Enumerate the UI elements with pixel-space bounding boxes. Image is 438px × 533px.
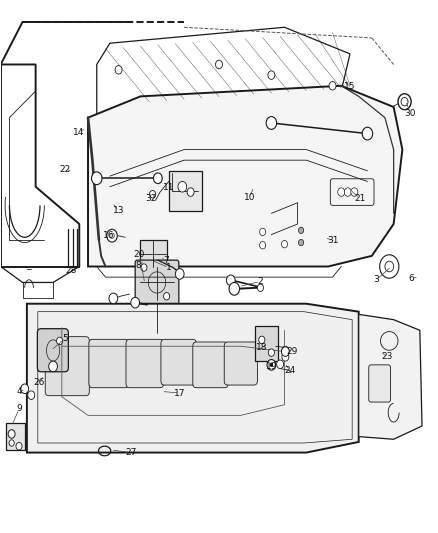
- Circle shape: [150, 190, 155, 198]
- FancyBboxPatch shape: [140, 240, 166, 268]
- Text: 24: 24: [284, 366, 295, 375]
- Text: 13: 13: [113, 206, 124, 215]
- FancyBboxPatch shape: [45, 337, 89, 395]
- Circle shape: [187, 188, 194, 196]
- FancyBboxPatch shape: [193, 342, 228, 387]
- Circle shape: [260, 228, 266, 236]
- Text: 6: 6: [408, 273, 414, 282]
- Text: 21: 21: [354, 194, 365, 203]
- FancyBboxPatch shape: [89, 340, 129, 387]
- FancyBboxPatch shape: [161, 340, 196, 385]
- Text: 32: 32: [146, 194, 157, 203]
- Text: 22: 22: [60, 165, 71, 174]
- Circle shape: [260, 241, 266, 249]
- Circle shape: [270, 363, 273, 367]
- Circle shape: [109, 293, 118, 304]
- FancyBboxPatch shape: [255, 326, 278, 361]
- Circle shape: [178, 181, 187, 192]
- Polygon shape: [27, 304, 359, 453]
- Text: 4: 4: [16, 387, 22, 396]
- Text: 19: 19: [265, 362, 277, 371]
- Text: 2: 2: [258, 277, 263, 286]
- Text: 18: 18: [256, 343, 268, 352]
- FancyBboxPatch shape: [369, 365, 391, 402]
- Circle shape: [380, 255, 399, 278]
- Circle shape: [344, 188, 351, 196]
- Text: 30: 30: [404, 109, 416, 118]
- FancyBboxPatch shape: [126, 340, 163, 387]
- Circle shape: [163, 293, 170, 300]
- Text: 23: 23: [381, 352, 393, 361]
- Circle shape: [21, 384, 28, 393]
- FancyBboxPatch shape: [330, 179, 374, 205]
- Circle shape: [338, 188, 345, 196]
- Circle shape: [57, 337, 63, 345]
- Circle shape: [9, 440, 14, 446]
- FancyBboxPatch shape: [169, 171, 201, 211]
- Text: 10: 10: [244, 193, 255, 202]
- Text: 26: 26: [33, 378, 45, 387]
- Circle shape: [175, 269, 184, 279]
- Text: 29: 29: [286, 347, 298, 356]
- FancyBboxPatch shape: [224, 342, 258, 385]
- Circle shape: [92, 172, 102, 184]
- Text: 1: 1: [166, 263, 172, 272]
- Polygon shape: [359, 314, 422, 439]
- Circle shape: [153, 173, 162, 183]
- Circle shape: [385, 261, 394, 272]
- Polygon shape: [88, 86, 403, 266]
- Circle shape: [298, 227, 304, 233]
- Circle shape: [266, 117, 277, 130]
- Text: 11: 11: [163, 183, 174, 192]
- Circle shape: [258, 284, 264, 292]
- Text: 28: 28: [66, 266, 77, 275]
- Circle shape: [115, 66, 122, 74]
- FancyBboxPatch shape: [37, 329, 68, 372]
- Circle shape: [351, 188, 358, 196]
- Circle shape: [401, 98, 408, 106]
- Circle shape: [268, 349, 275, 357]
- Circle shape: [282, 353, 289, 361]
- FancyBboxPatch shape: [6, 423, 25, 450]
- Text: 16: 16: [103, 231, 115, 240]
- Circle shape: [398, 94, 411, 110]
- Circle shape: [110, 233, 114, 238]
- Text: 9: 9: [16, 405, 22, 414]
- Text: 14: 14: [73, 128, 84, 137]
- Circle shape: [282, 347, 289, 357]
- Text: 27: 27: [125, 448, 137, 457]
- Circle shape: [329, 82, 336, 90]
- Circle shape: [282, 346, 289, 355]
- Circle shape: [282, 240, 288, 248]
- Circle shape: [215, 60, 223, 69]
- Text: 3: 3: [373, 275, 379, 284]
- Circle shape: [141, 264, 147, 271]
- Circle shape: [229, 282, 240, 295]
- Circle shape: [277, 360, 284, 368]
- Circle shape: [298, 239, 304, 246]
- Circle shape: [267, 360, 276, 370]
- Circle shape: [259, 336, 265, 344]
- Circle shape: [16, 442, 22, 450]
- Text: 31: 31: [328, 237, 339, 246]
- Text: 17: 17: [174, 389, 185, 398]
- Circle shape: [8, 430, 15, 438]
- Circle shape: [28, 391, 35, 399]
- Text: 8: 8: [135, 261, 141, 270]
- Text: 15: 15: [344, 82, 356, 91]
- Circle shape: [226, 275, 235, 286]
- Circle shape: [49, 361, 57, 372]
- Circle shape: [131, 297, 140, 308]
- Text: 5: 5: [63, 334, 68, 343]
- FancyBboxPatch shape: [135, 260, 179, 305]
- Circle shape: [268, 71, 275, 79]
- Text: 7: 7: [163, 256, 169, 264]
- Text: 20: 20: [134, 251, 145, 260]
- Circle shape: [362, 127, 373, 140]
- Circle shape: [107, 229, 117, 242]
